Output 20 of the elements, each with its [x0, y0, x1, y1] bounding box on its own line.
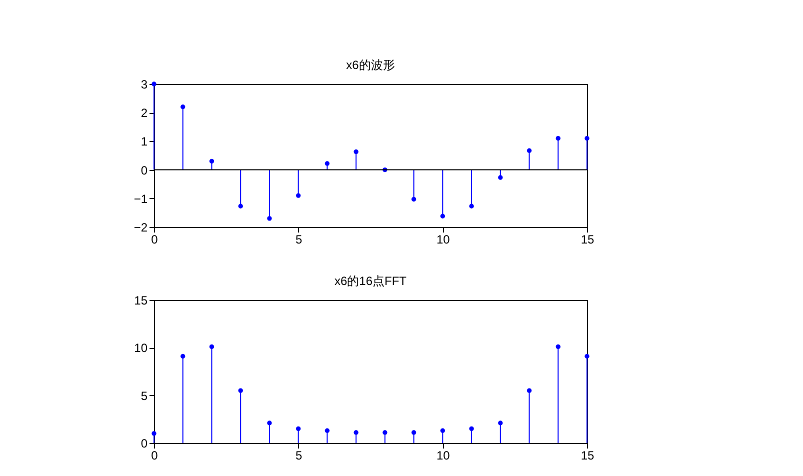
x-tick-label: 0 [151, 232, 158, 246]
x-tick-label: 10 [436, 232, 450, 246]
x-tick-label: 5 [295, 232, 302, 246]
y-tick-label: 3 [140, 78, 148, 92]
x-tick-label: 15 [580, 448, 594, 462]
y-tick-label: 0 [140, 163, 148, 178]
y-tick-label: 2 [140, 106, 148, 120]
x-tick-label: 0 [151, 448, 158, 462]
y-tick-label: 15 [134, 294, 148, 308]
y-tick-label: 1 [140, 134, 148, 149]
y-tick-label: 10 [134, 341, 148, 356]
y-tick-label: −1 [134, 192, 148, 206]
y-tick-label: −2 [134, 220, 148, 234]
chart-title: x6的波形 [346, 58, 395, 72]
x-tick-label: 10 [436, 448, 450, 462]
chart-title: x6的16点FFT [334, 274, 408, 288]
x-tick-label: 15 [580, 232, 594, 246]
x-tick-label: 5 [295, 448, 302, 462]
y-tick-label: 0 [140, 436, 148, 450]
y-tick-label: 5 [140, 388, 148, 403]
